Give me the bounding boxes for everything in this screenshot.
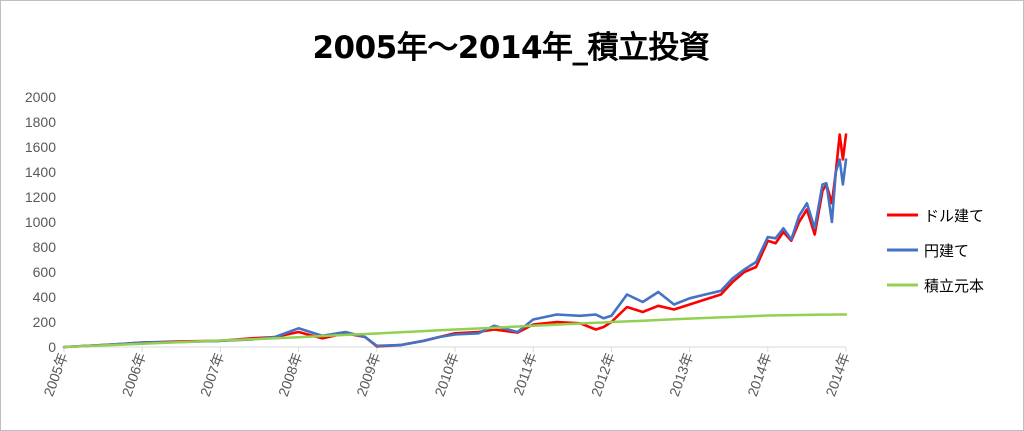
x-tick-label: 2014年 [822,351,852,399]
y-tick-label: 0 [48,339,56,355]
x-tick-label: 2013年 [666,351,696,399]
y-axis: 0 200 400 600 800 1000 1200 1400 1600 1800 2000 [25,89,56,355]
y-tick-label: 1400 [25,164,56,180]
x-tick-label: 2011年 [510,351,540,398]
chart-title: 2005年～2014年_積立投資 [312,30,710,66]
y-tick-label: 1000 [25,214,56,230]
x-tick-label: 2007年 [197,351,227,399]
series-line-2 [62,158,848,349]
x-tick-label: 2012年 [588,351,618,399]
x-axis: 2005年 2006年 2007年 2008年 2009年 2010年 2011年 2012年… [40,346,853,399]
series-line-1 [62,133,848,349]
x-tick-label: 2008年 [275,351,305,399]
x-tick-label: 2010年 [431,351,461,399]
series-lines [62,133,848,349]
y-tick-label: 400 [33,289,57,305]
x-tick-label: 2009年 [353,351,383,399]
y-tick-label: 1200 [25,189,56,205]
legend-label: 円建て [924,242,969,260]
y-tick-label: 200 [33,314,57,330]
x-tick-label: 2006年 [119,351,149,399]
x-tick-label: 2005年 [40,351,70,399]
y-tick-label: 600 [33,264,57,280]
legend-label: 積立元本 [924,277,984,295]
y-tick-label: 1600 [25,139,56,155]
y-tick-label: 2000 [25,89,56,105]
legend-label: ドル建て [924,207,984,225]
series-line-3 [62,313,848,349]
y-tick-label: 800 [33,239,57,255]
y-tick-label: 1800 [25,114,56,130]
x-tick-label: 2014年 [744,351,774,399]
